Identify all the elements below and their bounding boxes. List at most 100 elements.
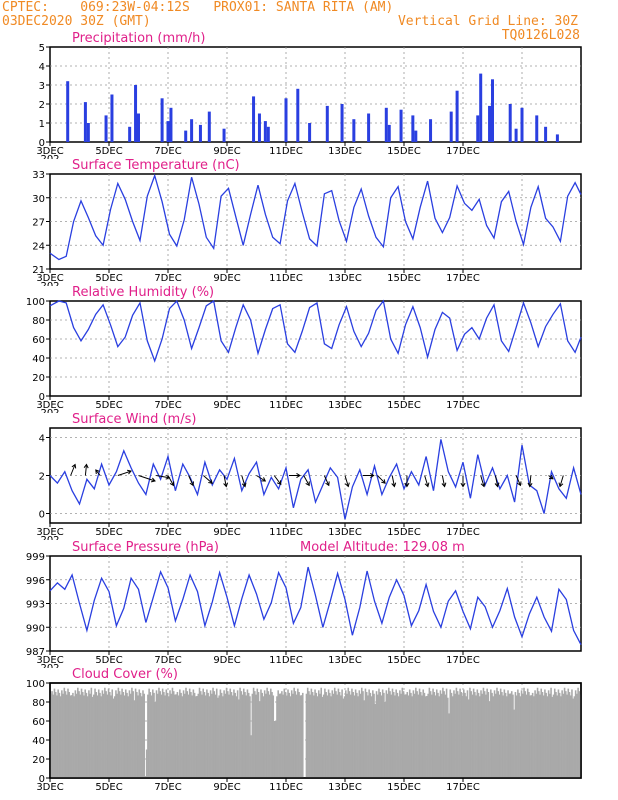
- temp-xtick-label: 5DEC: [95, 273, 122, 284]
- cloud-bar: [557, 689, 560, 778]
- cloud-bar: [373, 693, 375, 778]
- cloud-bar: [454, 693, 456, 778]
- cloud-bar: [244, 692, 246, 778]
- cloud-bar: [474, 692, 476, 778]
- cloud-bar: [362, 691, 364, 778]
- cloud-bar: [183, 693, 186, 778]
- precip-bar: [166, 121, 170, 142]
- cloud-bar: [313, 695, 315, 778]
- cloud-bar: [338, 692, 341, 778]
- cloud-bar: [405, 694, 407, 778]
- cloud-bar: [320, 687, 322, 778]
- humidity-xtick-label: 9DEC: [213, 400, 240, 411]
- cloud-bar: [233, 689, 235, 778]
- cloud-bar: [224, 693, 227, 778]
- wind-year-fragment: 202: [40, 535, 59, 546]
- cloud-bar: [525, 694, 528, 778]
- humidity-xtick-label: 7DEC: [154, 400, 181, 411]
- cloud-bar: [444, 694, 447, 778]
- temp-ytick-label: 30: [32, 194, 45, 205]
- cloud-bar: [94, 688, 96, 778]
- cloud-bar: [298, 692, 300, 778]
- cloud-bar: [455, 687, 458, 778]
- cloud-bar: [510, 691, 513, 778]
- cloud-bar: [518, 692, 520, 778]
- cloud-bar: [326, 695, 329, 778]
- cloud-bar: [379, 692, 381, 778]
- cloud-bar: [550, 687, 552, 778]
- cloud-bar: [400, 693, 402, 778]
- cloud-bar: [389, 691, 391, 778]
- cloud-xtick-label: 7DEC: [154, 782, 181, 793]
- cloud-bar: [288, 692, 291, 778]
- humidity-title: Relative Humidity (%): [72, 285, 214, 300]
- cloud-bar: [89, 693, 91, 778]
- wind-vector: [241, 475, 246, 487]
- cloud-bar: [427, 693, 429, 778]
- cloud-bar: [129, 693, 132, 778]
- cloud-bar: [57, 689, 59, 778]
- cloud-bar: [187, 694, 190, 778]
- cloud-bar: [364, 688, 367, 778]
- cloud-bar: [394, 695, 396, 778]
- wind-vector: [84, 464, 87, 476]
- cloud-bar: [520, 690, 523, 778]
- cloud-bar: [476, 689, 479, 778]
- cloud-bar: [544, 689, 546, 778]
- cloud-xtick-label: 15DEC: [387, 782, 421, 793]
- wind-vector-head: [169, 481, 175, 487]
- pressure-xtick-label: 13DEC: [328, 655, 362, 666]
- cloud-bar: [508, 693, 511, 778]
- cloud-bar: [120, 694, 122, 778]
- cloud-bar: [107, 688, 110, 778]
- precip-bar: [257, 113, 261, 142]
- cloud-bar: [147, 694, 149, 778]
- humidity-ytick-label: 0: [39, 392, 45, 403]
- cloud-bar: [337, 688, 340, 778]
- cloud-ytick-label: 20: [32, 755, 45, 766]
- temp-series-line: [49, 173, 582, 261]
- cloud-bar: [305, 693, 308, 778]
- cloud-bar: [465, 696, 468, 778]
- cloud-bar: [260, 689, 262, 778]
- cloud-bar: [345, 690, 347, 778]
- temp-title: Surface Temperature (nC): [72, 158, 240, 173]
- wind-vector-head: [261, 477, 267, 482]
- precip-ytick-label: 0: [39, 138, 45, 149]
- cloud-bar: [219, 689, 222, 778]
- cloud-bar: [292, 693, 294, 778]
- cloud-bar: [74, 690, 77, 778]
- cloud-bar: [443, 691, 445, 778]
- cloud-bar: [391, 688, 394, 778]
- cloud-bar: [519, 696, 522, 778]
- pressure-xtick-label: 7DEC: [154, 655, 181, 666]
- cloud-bar: [416, 691, 418, 778]
- cloud-bar: [469, 687, 471, 778]
- cloud-bar: [86, 696, 89, 778]
- precip-ytick-label: 4: [39, 62, 45, 73]
- cloud-bar: [456, 691, 459, 778]
- cloud-bar: [70, 695, 73, 778]
- cloud-bar: [388, 687, 390, 778]
- precip-bar: [367, 113, 371, 142]
- wind-vector-head: [276, 480, 282, 486]
- cloud-bar: [399, 690, 401, 778]
- cloud-bar: [447, 697, 449, 778]
- cloud-bar: [306, 687, 309, 778]
- cloud-bar: [524, 691, 527, 778]
- cloud-bar: [203, 692, 206, 778]
- cloud-bar: [102, 693, 105, 778]
- cloud-bar: [220, 692, 223, 778]
- header-model-code: TQ0126L028: [501, 28, 580, 43]
- cloud-bar: [424, 696, 427, 778]
- cloud-bar: [160, 694, 163, 778]
- precip-bar: [308, 123, 312, 142]
- header-date: 03DEC2020 30Z (GMT): [2, 14, 151, 29]
- cloud-bar: [299, 695, 302, 778]
- cloud-bar: [177, 695, 180, 778]
- precip-bar: [399, 109, 403, 142]
- cloud-bar: [100, 696, 102, 778]
- cloud-bar: [499, 688, 502, 778]
- pressure-xtick-label: 11DEC: [269, 655, 303, 666]
- temp-panel: [46, 173, 582, 273]
